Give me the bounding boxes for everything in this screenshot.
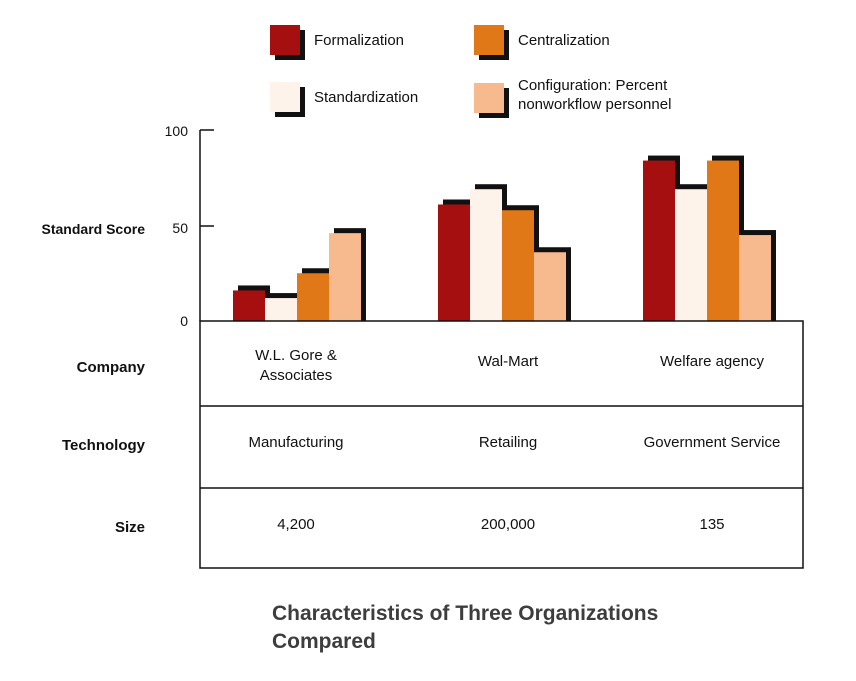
formalization-swatch [270,25,300,55]
legend: Formalization Centralization Standardiza… [268,20,738,130]
chart-title: Characteristics of Three Organizations C… [272,600,792,656]
legend-item-configuration: Configuration: Percent nonworkflow perso… [474,77,671,114]
configuration-swatch [474,83,504,113]
bar-centralization-2 [707,160,739,321]
legend-item-standardization: Standardization [270,82,418,112]
cell-company-welfare: Welfare agency [660,353,764,370]
cell-tech-gore: Manufacturing [248,434,344,451]
standardization-swatch [270,82,300,112]
bar-configuration-1 [534,252,566,321]
cell-size-gore: 4,200 [277,516,315,533]
y-axis-label: Standard Score [42,221,146,237]
cell-tech-walmart: Retailing [478,434,538,451]
bar-formalization-0 [233,290,265,321]
row-label-technology: Technology [61,437,145,454]
cell-size-walmart: 200,000 [480,516,536,533]
bar-standardization-1 [470,189,502,321]
bars-group [233,155,776,321]
cell-size-welfare: 135 [699,516,725,533]
bar-centralization-0 [297,273,329,321]
bar-configuration-2 [739,235,771,321]
y-tick-label-0: 0 [180,313,188,329]
centralization-swatch [474,25,504,55]
legend-label-standardization: Standardization [314,88,419,106]
legend-label-formalization: Formalization [314,31,405,49]
cell-company-gore: W.L. Gore & Associates [255,347,337,384]
legend-label-configuration-line2: nonworkflow personnel [518,96,672,113]
bar-standardization-0 [265,298,297,321]
bar-configuration-0 [329,233,361,321]
legend-label-centralization: Centralization [518,31,610,49]
row-label-size: Size [114,519,145,536]
y-tick-label-100: 100 [165,123,189,139]
legend-label-configuration: Configuration: Percent nonworkflow perso… [518,76,671,114]
bar-formalization-1 [438,204,470,321]
chart-title-line2: Compared [272,630,376,653]
cell-tech-welfare: Government Service [643,434,781,451]
cell-company-walmart: Wal-Mart [477,353,539,370]
legend-item-centralization: Centralization [474,25,610,55]
row-label-company: Company [76,359,145,376]
data-table-box [199,320,804,569]
bar-standardization-2 [675,189,707,321]
legend-item-formalization: Formalization [270,25,404,55]
chart-title-line1: Characteristics of Three Organizations [272,602,659,625]
bar-centralization-1 [502,210,534,321]
bar-formalization-2 [643,160,675,321]
legend-label-configuration-line1: Configuration: Percent [518,77,668,94]
y-tick-label-50: 50 [172,220,188,236]
